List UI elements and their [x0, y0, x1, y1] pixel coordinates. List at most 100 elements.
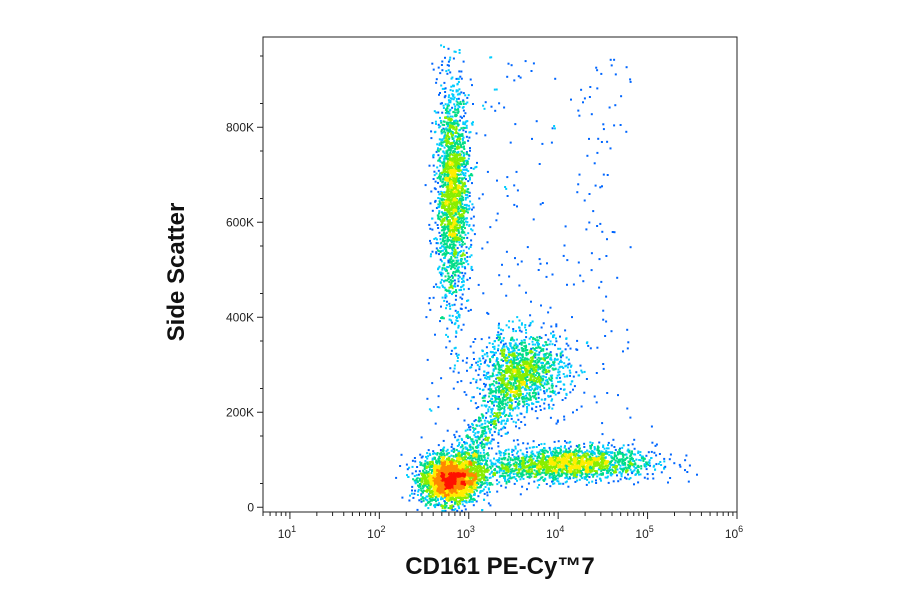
event-dot: [486, 479, 489, 482]
event-dot: [489, 360, 492, 363]
event-dot: [450, 229, 453, 232]
event-dot: [429, 461, 432, 463]
event-dot: [549, 340, 552, 343]
event-dot: [446, 173, 449, 176]
event-dot: [469, 454, 471, 457]
event-dot: [464, 258, 467, 261]
event-dot: [463, 191, 466, 194]
event-dot: [451, 463, 454, 466]
event-dot: [459, 160, 462, 163]
event-dot: [461, 281, 463, 284]
event-dot: [548, 387, 551, 390]
event-dot: [444, 228, 447, 230]
event-dot: [461, 181, 464, 184]
event-dot: [446, 245, 449, 248]
event-dot: [438, 462, 441, 465]
event-dot: [446, 175, 449, 177]
event-dot: [456, 111, 459, 114]
event-dot: [452, 110, 455, 113]
event-dot: [411, 459, 414, 462]
event-dot: [445, 242, 448, 245]
event-dot: [453, 248, 456, 251]
event-dot: [449, 290, 452, 293]
event-dot: [395, 476, 398, 479]
event-dot: [460, 451, 463, 454]
event-dot: [446, 155, 449, 158]
event-dot: [475, 407, 478, 410]
event-dot: [455, 176, 458, 179]
event-dot: [454, 111, 457, 114]
event-dot: [454, 203, 457, 206]
event-dot: [473, 493, 475, 496]
event-dot: [448, 314, 451, 317]
event-dot: [448, 219, 451, 222]
event-dot: [467, 494, 470, 497]
event-dot: [435, 122, 437, 125]
event-dot: [420, 436, 423, 439]
event-dot: [453, 226, 456, 228]
event-dot: [449, 243, 451, 246]
event-dot: [440, 128, 443, 131]
event-dot: [481, 355, 484, 357]
event-dot: [454, 487, 456, 490]
event-dot: [439, 235, 442, 237]
event-dot: [469, 131, 472, 134]
event-dot: [438, 158, 441, 161]
event-dot: [423, 473, 425, 476]
event-dot: [430, 498, 432, 501]
event-dot: [488, 383, 491, 386]
event-dot: [448, 155, 451, 158]
event-dot: [452, 157, 455, 160]
event-dot: [523, 416, 526, 419]
event-dot: [460, 103, 463, 106]
event-dot: [456, 238, 459, 241]
event-dot: [457, 135, 460, 138]
event-dot: [499, 352, 502, 355]
event-dot: [440, 456, 443, 459]
event-dot: [423, 467, 426, 469]
event-dot: [455, 494, 458, 497]
event-dot: [453, 262, 456, 265]
event-dot: [428, 452, 431, 455]
event-dot: [450, 225, 453, 228]
event-dot: [455, 160, 457, 163]
event-dot: [445, 502, 448, 504]
event-dot: [449, 164, 452, 166]
event-dot: [445, 128, 448, 131]
event-dot: [434, 333, 436, 336]
event-dot: [512, 330, 515, 333]
event-dot: [543, 355, 546, 358]
event-dot: [459, 181, 462, 184]
event-dot: [463, 189, 466, 192]
event-dot: [530, 379, 533, 382]
event-dot: [447, 132, 449, 135]
event-dot: [471, 489, 474, 492]
event-dot: [454, 478, 457, 481]
event-dot: [450, 207, 453, 210]
event-dot: [455, 453, 457, 456]
event-dot: [440, 489, 442, 492]
event-dot: [461, 184, 464, 187]
event-dot: [427, 484, 430, 487]
event-dot: [462, 92, 465, 95]
event-dot: [442, 245, 445, 248]
event-dot: [455, 128, 458, 131]
event-dot: [462, 467, 464, 469]
event-dot: [414, 470, 417, 473]
event-dot: [461, 203, 464, 205]
event-dot: [472, 504, 475, 507]
event-dot: [465, 246, 468, 249]
event-dot: [408, 499, 411, 502]
event-dot: [449, 279, 452, 282]
event-dot: [456, 483, 459, 486]
event-dot: [462, 103, 465, 105]
event-dot: [432, 285, 435, 288]
event-dot: [434, 188, 437, 191]
event-dot: [456, 151, 459, 154]
event-dot: [454, 234, 457, 237]
event-dot: [431, 460, 434, 463]
event-dot: [484, 468, 487, 471]
event-dot: [457, 161, 460, 164]
event-dot: [458, 207, 460, 210]
event-dot: [462, 109, 465, 112]
